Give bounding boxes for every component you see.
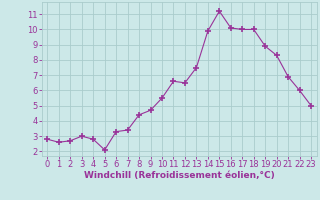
X-axis label: Windchill (Refroidissement éolien,°C): Windchill (Refroidissement éolien,°C) [84,171,275,180]
